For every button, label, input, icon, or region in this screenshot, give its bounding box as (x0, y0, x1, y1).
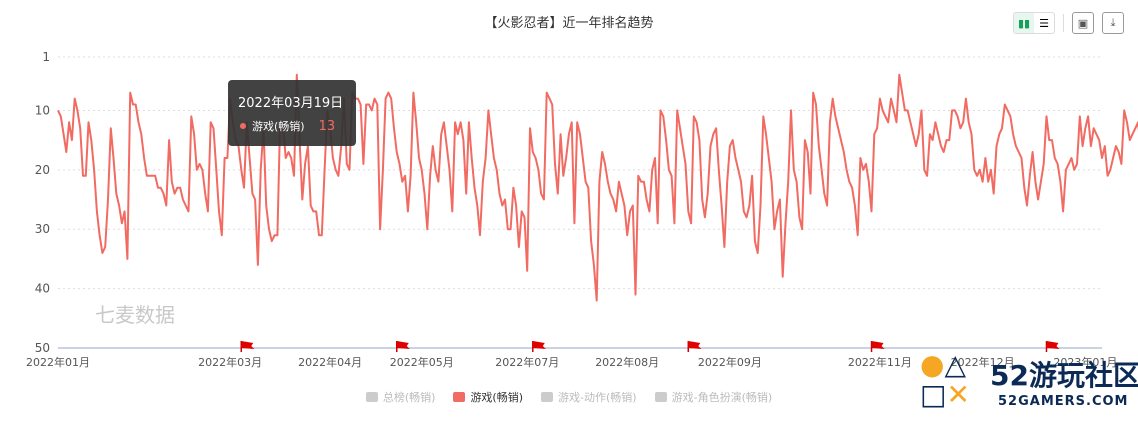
chart-title: 【火影忍者】近一年排名趋势 (484, 16, 654, 31)
toolbar-divider (1063, 14, 1064, 32)
tooltip: 2022年03月19日 游戏(畅销) 13 (228, 80, 356, 146)
chart-toolbar: ▮▮ ☰ ▣ ⤓ (1013, 12, 1124, 34)
tooltip-date: 2022年03月19日 (238, 96, 344, 111)
y-tick-label: 30 (35, 222, 50, 236)
legend-swatch (541, 392, 554, 402)
y-axis-ticks: 1 10 20 30 40 50 (35, 50, 50, 355)
tooltip-series: 游戏(畅销) (252, 120, 305, 133)
grid-lines (58, 56, 1102, 290)
y-tick-label: 1 (42, 50, 50, 64)
event-flag-icon[interactable] (395, 341, 410, 352)
legend-item-action[interactable]: 游戏-动作(畅销) (541, 389, 637, 405)
legend-swatch (365, 392, 378, 402)
legend-swatch (453, 392, 466, 402)
event-flag-icon[interactable] (687, 341, 702, 352)
legend-item-total[interactable]: 总榜(畅销) (365, 389, 436, 405)
legend-label: 游戏(畅销) (470, 391, 524, 404)
watermark: 七麦数据 (95, 303, 175, 327)
x-tick-label: 2022年05月 (390, 355, 454, 369)
logo-url: 52GAMERS.COM (998, 394, 1129, 409)
legend-label: 总榜(畅销) (382, 391, 436, 404)
tooltip-dot-icon (240, 123, 246, 129)
chart-type-toggle[interactable]: ▮▮ ☰ (1013, 12, 1055, 34)
image-icon[interactable]: ▣ (1072, 12, 1094, 34)
y-tick-label: 40 (35, 282, 50, 296)
x-tick-label: 2023年01月 (1053, 355, 1117, 369)
logo-name: 52游玩社区 (990, 359, 1138, 392)
legend-item-games[interactable]: 游戏(畅销) (453, 389, 523, 405)
x-tick-label: 2022年04月 (298, 355, 362, 369)
list-icon[interactable]: ☰ (1039, 16, 1049, 30)
x-tick-label: 2022年11月 (848, 355, 912, 369)
x-tick-label: 2022年12月 (951, 355, 1015, 369)
y-tick-label: 50 (35, 341, 50, 355)
legend: 总榜(畅销) 游戏(畅销) 游戏-动作(畅销) 游戏-角色扮演(畅销) (0, 389, 1138, 405)
y-tick-label: 10 (35, 103, 50, 117)
event-flag-icon[interactable] (1045, 341, 1060, 352)
x-tick-label: 2022年07月 (495, 355, 559, 369)
x-tick-label: 2022年01月 (26, 355, 90, 369)
tooltip-value: 13 (318, 118, 336, 134)
series-line-games-grossing[interactable] (57, 73, 1138, 302)
y-tick-label: 20 (35, 163, 50, 177)
legend-label: 游戏-动作(畅销) (558, 391, 637, 404)
logo-symbols-icon: ●△ □✕ (920, 348, 970, 411)
tooltip-row: 游戏(畅销) 13 (240, 118, 335, 134)
site-logo: ●△ □✕ 52游玩社区 52GAMERS.COM (920, 348, 1138, 418)
x-tick-label: 2022年08月 (595, 355, 659, 369)
event-flags (240, 341, 1060, 352)
event-flag-icon[interactable] (870, 341, 885, 352)
legend-item-rpg[interactable]: 游戏-角色扮演(畅销) (654, 389, 773, 405)
x-tick-label: 2022年03月 (198, 355, 262, 369)
event-flag-icon[interactable] (532, 341, 546, 352)
x-axis-ticks: 2022年01月 2022年03月 2022年04月 2022年05月 2022年07月… (26, 355, 1117, 369)
x-tick-label: 2022年09月 (698, 355, 762, 369)
bar-chart-icon[interactable]: ▮▮ (1014, 13, 1034, 33)
legend-label: 游戏-角色扮演(畅销) (671, 391, 773, 404)
legend-swatch (654, 392, 667, 402)
event-flag-icon[interactable] (240, 341, 255, 352)
download-icon[interactable]: ⤓ (1102, 12, 1124, 34)
